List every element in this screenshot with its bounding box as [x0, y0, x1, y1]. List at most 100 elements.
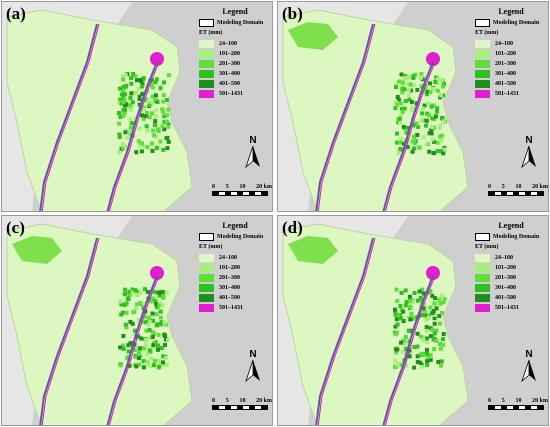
et-cell: [131, 310, 136, 315]
et-cell: [441, 151, 446, 156]
et-cell: [403, 351, 408, 356]
et-cell: [412, 345, 417, 349]
et-cell: [123, 130, 128, 135]
et-cell: [151, 345, 156, 350]
et-cell: [129, 76, 134, 81]
et-cell: [405, 76, 410, 81]
legend-swatch: [199, 70, 214, 78]
et-cell: [160, 124, 165, 129]
legend-title: Legend: [222, 7, 248, 16]
et-cell: [164, 355, 169, 360]
et-cell: [117, 111, 121, 115]
et-cell: [432, 316, 437, 321]
legend-class-label: 24–100: [495, 255, 513, 261]
legend-swatch: [475, 80, 490, 88]
et-cell: [426, 354, 431, 359]
et-cell: [150, 296, 155, 301]
legend-header: ET (mm): [199, 30, 223, 36]
legend-swatch: [199, 264, 214, 272]
et-cell: [150, 85, 155, 90]
et-cell: [419, 334, 424, 339]
et-cell: [438, 346, 443, 351]
et-cell: [140, 319, 145, 324]
et-cell: [137, 362, 142, 367]
et-cell: [428, 305, 433, 310]
scale-tick-label: 5: [225, 398, 229, 404]
north-arrow: N: [242, 349, 264, 387]
scale-ticks: 0 5 10 20 km: [488, 398, 548, 404]
legend-title: Legend: [498, 7, 524, 16]
et-cell: [409, 100, 414, 105]
et-cell: [421, 291, 426, 296]
et-cell: [121, 88, 126, 93]
et-cell: [147, 115, 152, 120]
et-cell: [146, 323, 151, 327]
et-cell: [144, 124, 149, 129]
et-cell: [153, 359, 157, 364]
panel-label: (b): [282, 4, 303, 23]
et-cell: [401, 341, 406, 346]
et-cell: [122, 98, 127, 103]
legend-class: 24–100: [475, 253, 547, 263]
scale-bar: 0 5 10 20 km: [212, 184, 272, 196]
et-cell: [118, 114, 123, 119]
et-cell: [399, 316, 404, 321]
et-cell: [150, 100, 155, 105]
et-patch-northwest: [288, 22, 338, 50]
et-cell: [156, 127, 160, 132]
et-cell: [129, 91, 134, 96]
legend-swatch: [199, 50, 214, 58]
et-cell: [435, 109, 439, 114]
scale-tick-label: 20 km: [256, 398, 272, 404]
et-cell: [159, 346, 164, 350]
et-cell: [143, 320, 148, 325]
legend-class: 301–400: [199, 69, 271, 79]
et-cell: [419, 75, 423, 80]
legend-class-label: 24–100: [495, 41, 513, 47]
et-cell: [410, 315, 415, 320]
et-cell: [156, 347, 160, 352]
legend-domain-item: Modeling Domain: [475, 19, 547, 27]
et-cell: [150, 330, 155, 335]
et-cell: [403, 303, 408, 308]
legend-class: 101–200: [199, 49, 271, 59]
et-cell: [406, 314, 411, 319]
legend-class-label: 501–1431: [219, 305, 243, 311]
river-west-edge: [317, 23, 376, 211]
et-cell: [150, 311, 155, 316]
et-cell: [424, 336, 429, 341]
reservoir-high-et: [426, 266, 440, 280]
et-cell: [402, 76, 407, 80]
legend-class-label: 401–500: [495, 295, 516, 301]
legend-class: 501–1431: [475, 89, 547, 99]
et-cell: [124, 325, 129, 330]
et-cell: [153, 119, 158, 124]
et-cell: [412, 146, 417, 151]
et-cell: [427, 149, 432, 154]
et-cell: [432, 331, 437, 336]
et-cell: [121, 73, 126, 78]
legend-class-label: 301–400: [495, 285, 516, 291]
et-cell: [125, 145, 129, 150]
domain-swatch: [199, 233, 214, 241]
north-letter: N: [525, 349, 533, 360]
et-cell: [401, 141, 406, 146]
legend-domain-item: Modeling Domain: [199, 233, 271, 241]
et-cell: [415, 344, 420, 349]
legend-class: 101–200: [475, 49, 547, 59]
river-east-edge: [385, 275, 436, 425]
legend-class: 401–500: [475, 79, 547, 89]
legend-swatch: [199, 254, 214, 262]
et-cell: [439, 149, 443, 154]
scale-bar-graphic: [488, 405, 544, 410]
legend-swatch: [475, 50, 490, 58]
et-cell: [412, 291, 417, 295]
et-cell: [150, 335, 155, 339]
et-cell: [399, 290, 404, 295]
et-cell: [142, 346, 146, 351]
et-cell: [158, 139, 163, 144]
et-cell: [123, 322, 128, 327]
et-cell: [140, 92, 145, 97]
et-cell: [162, 80, 166, 85]
et-cell: [141, 144, 146, 149]
